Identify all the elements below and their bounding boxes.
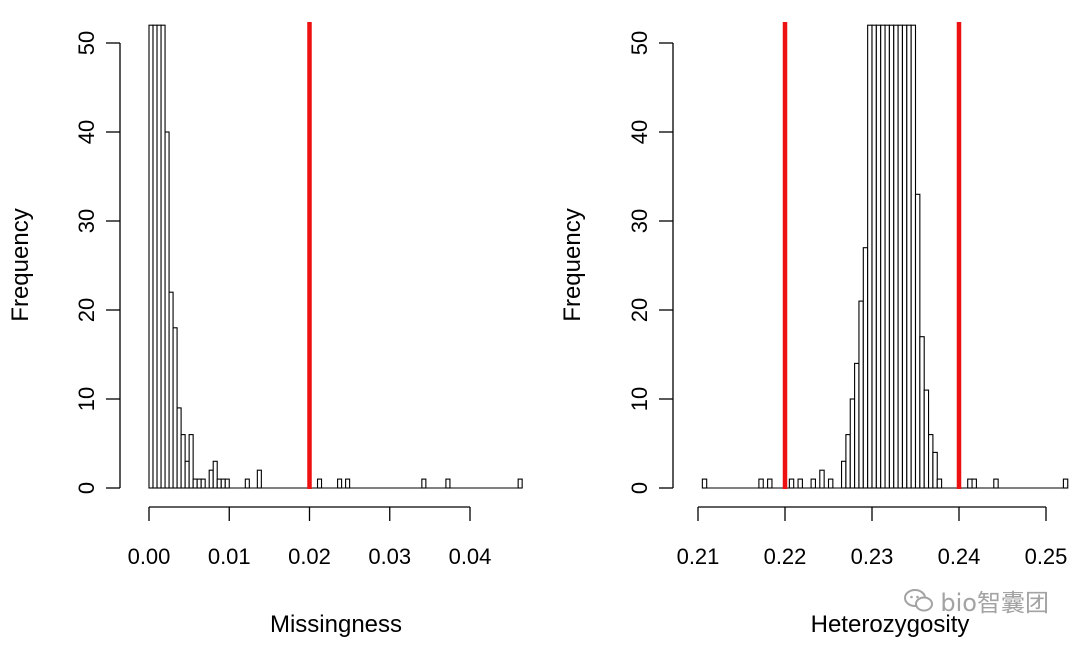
bars	[701, 24, 1069, 489]
x-tick-label: 0.01	[208, 544, 251, 569]
x-tick-label: 0.02	[288, 544, 331, 569]
y-tick-label: 10	[627, 387, 652, 411]
histogram-bar	[148, 24, 154, 489]
histogram-bar	[337, 478, 343, 489]
histogram-bar	[819, 469, 825, 489]
y-tick-label: 0	[627, 482, 652, 494]
histogram-bar	[849, 398, 856, 489]
histogram-bar	[919, 336, 925, 489]
histogram-bar	[758, 478, 764, 489]
y-tick-label: 30	[627, 209, 652, 233]
histogram-bar	[200, 478, 206, 489]
histogram-bar	[993, 478, 999, 489]
histogram-bar	[256, 469, 262, 489]
histogram-bar	[244, 478, 250, 489]
y-tick-label: 20	[627, 298, 652, 322]
histogram-bar	[897, 24, 903, 489]
histogram-bar	[932, 451, 938, 489]
histogram-bar	[216, 478, 222, 489]
histogram-bar	[517, 478, 523, 489]
histogram-bar	[421, 478, 427, 489]
histogram-bar	[445, 478, 451, 489]
histogram-bar	[156, 24, 162, 489]
y-tick-label: 40	[74, 120, 99, 144]
histogram-bar	[767, 478, 773, 489]
x-tick-label: 0.22	[764, 544, 807, 569]
histogram-bar	[906, 24, 912, 489]
histogram-bar	[316, 478, 323, 489]
y-axis-label: Frequency	[559, 208, 586, 321]
histogram-bar	[152, 24, 158, 489]
histogram-bar	[827, 478, 834, 489]
histogram-bar	[180, 434, 186, 489]
histogram-bar	[172, 327, 178, 489]
histogram-bar	[701, 478, 708, 489]
watermark: bio智囊团	[904, 583, 1049, 618]
histogram-bar	[208, 469, 214, 489]
histogram-bar	[845, 434, 851, 489]
histogram-bar	[858, 300, 864, 489]
histogram-bar	[893, 24, 899, 489]
histogram-bar	[862, 247, 869, 489]
histogram-bar	[212, 460, 218, 489]
histogram-bar	[797, 478, 803, 489]
histogram-bar	[927, 434, 934, 489]
histogram-bar	[871, 24, 877, 489]
histogram-bar	[788, 478, 795, 489]
x-axis-label: Missingness	[270, 611, 402, 638]
x-tick-label: 0.23	[851, 544, 894, 569]
histogram-bar	[867, 24, 873, 489]
histogram-bar	[1062, 478, 1069, 489]
x-tick-label: 0.04	[449, 544, 492, 569]
histogram-bar	[224, 478, 230, 489]
histogram-bar	[164, 131, 170, 489]
histogram-bar	[967, 478, 973, 489]
x-axis-label: Heterozygosity	[811, 611, 970, 638]
histogram-bar	[888, 24, 895, 489]
histogram-bar	[884, 24, 890, 489]
x-tick-label: 0.03	[368, 544, 411, 569]
y-axis-label: Frequency	[7, 208, 34, 321]
x-tick-label: 0.21	[677, 544, 720, 569]
histogram-bar	[345, 478, 351, 489]
y-tick-label: 20	[74, 298, 99, 322]
histogram-bar	[188, 434, 194, 489]
histogram-bar	[880, 24, 886, 489]
histogram-bar	[901, 24, 908, 489]
missingness-histogram: Missingness Frequency 0.00 0.01 0.02 0.03 0.…	[7, 22, 523, 638]
histogram-bar	[196, 478, 202, 489]
y-tick-label: 30	[74, 209, 99, 233]
y-tick-label: 10	[74, 387, 99, 411]
x-tick-label: 0.24	[938, 544, 981, 569]
histogram-bar	[914, 193, 921, 489]
histogram-bar	[168, 291, 174, 489]
histogram-bar	[971, 478, 977, 489]
histogram-bar	[854, 362, 860, 489]
histogram-bar	[875, 24, 882, 489]
y-tick-label: 50	[627, 31, 652, 55]
chat-bubbles-icon	[904, 588, 934, 611]
x-tick-label: 0.00	[128, 544, 171, 569]
histogram-bar	[910, 24, 917, 489]
histogram-bar	[840, 460, 847, 489]
y-tick-label: 40	[627, 120, 652, 144]
histogram-bar	[923, 389, 930, 489]
histogram-bar	[160, 24, 166, 489]
bars	[148, 24, 523, 489]
histogram-bar	[810, 478, 816, 489]
histogram-bar	[192, 478, 198, 489]
histogram-bar	[220, 478, 226, 489]
y-tick-label: 50	[74, 31, 99, 55]
y-tick-label: 0	[74, 482, 99, 494]
histogram-bar	[176, 407, 182, 489]
heterozygosity-histogram: Heterozygosity Frequency 0.21 0.22 0.23 0.2…	[559, 22, 1069, 638]
x-tick-label: 0.25	[1025, 544, 1068, 569]
histogram-bar	[184, 460, 190, 489]
watermark-text: bio智囊团	[940, 589, 1049, 617]
histogram-bar	[936, 478, 943, 489]
